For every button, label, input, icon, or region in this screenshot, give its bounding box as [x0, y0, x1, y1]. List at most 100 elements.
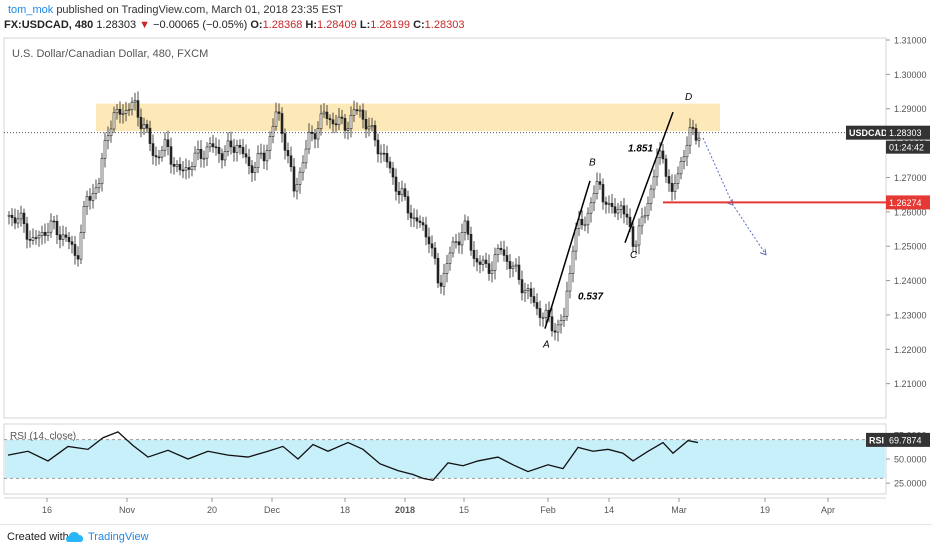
candle-body: [130, 101, 134, 110]
candle-body: [697, 137, 701, 141]
candle-body: [49, 220, 53, 233]
candle-body: [391, 167, 395, 178]
created-with-text: Created with: [7, 531, 69, 543]
candle-body: [19, 212, 23, 220]
candle-body: [166, 139, 170, 147]
candle-body: [646, 203, 650, 216]
candle-body: [628, 216, 632, 227]
candle-body: [679, 161, 683, 175]
candle-body: [235, 144, 239, 153]
price-chart[interactable]: U.S. Dollar/Canadian Dollar, 480, FXCM 1.…: [0, 0, 932, 524]
candle-body: [691, 127, 695, 129]
wave-cd-line: [624, 111, 674, 244]
candle-body: [652, 176, 656, 190]
candle-body: [265, 150, 269, 162]
candle-body: [298, 171, 302, 185]
candle-body: [592, 193, 596, 204]
candle-body: [157, 156, 161, 159]
candle-body: [553, 330, 557, 333]
candle-body: [46, 231, 50, 236]
candle-body: [439, 282, 443, 287]
candle-body: [343, 118, 347, 131]
candle-body: [262, 152, 266, 162]
candle-body: [172, 163, 176, 167]
candle-body: [685, 144, 689, 158]
candle-body: [526, 288, 530, 291]
candle-body: [559, 320, 563, 326]
candle-body: [214, 146, 218, 149]
countdown-tag-bg: [886, 140, 930, 154]
ohlc-legend: FX:USDCAD, 480 1.28303 ▼ −0.00065 (−0.05…: [4, 19, 464, 31]
candle-body: [268, 136, 272, 151]
candle-body: [292, 166, 296, 192]
candle-body: [424, 224, 428, 238]
candle-body: [676, 173, 680, 184]
candle-body: [229, 140, 233, 148]
candle-body: [460, 232, 464, 246]
candle-body: [496, 247, 500, 256]
y-tick-label: 1.30000: [894, 70, 927, 80]
rsi-value-tag: 69.7874: [889, 435, 922, 445]
candle-body: [589, 202, 593, 214]
candle-body: [124, 110, 128, 114]
candle-body: [337, 116, 341, 126]
candle-body: [469, 233, 473, 251]
rsi-name-tag: RSI: [869, 435, 884, 445]
candle-body: [112, 112, 116, 130]
candle-body: [667, 176, 671, 184]
x-tick-label: 16: [42, 505, 52, 515]
candle-body: [514, 264, 518, 267]
candle-body: [412, 217, 416, 220]
candle-body: [193, 152, 197, 167]
candle-body: [382, 152, 386, 155]
candle-body: [403, 188, 407, 197]
candle-body: [184, 167, 188, 171]
candle-body: [136, 100, 140, 118]
candle-body: [574, 228, 578, 252]
candle-body: [328, 118, 332, 121]
candle-body: [622, 205, 626, 215]
candle-body: [649, 188, 653, 204]
candle-body: [625, 213, 629, 218]
candle-body: [643, 215, 647, 218]
y-tick-label: 1.29000: [894, 104, 927, 114]
candle-body: [301, 162, 305, 173]
rsi-band: [5, 439, 885, 479]
candle-body: [169, 146, 173, 165]
y-tick-label: 1.25000: [894, 242, 927, 252]
candle-body: [28, 239, 32, 241]
candle-body: [535, 302, 539, 309]
candle-body: [202, 157, 206, 160]
candle-body: [31, 237, 35, 241]
candle-body: [142, 124, 146, 129]
down-arrow-icon: ▼: [139, 19, 151, 31]
candle-body: [538, 308, 542, 318]
y-tick-label: 1.22000: [894, 345, 927, 355]
candle-body: [688, 127, 692, 146]
candle-body: [64, 234, 68, 238]
candle-body: [91, 193, 95, 201]
candle-body: [79, 232, 83, 260]
last-price: 1.28303: [96, 19, 137, 31]
author-link[interactable]: tom_mok: [8, 4, 54, 16]
candle-body: [277, 111, 281, 114]
candle-body: [181, 169, 185, 172]
tradingview-brand-link[interactable]: TradingView: [88, 531, 149, 543]
close-value: 1.28303: [424, 19, 465, 31]
candle-body: [40, 231, 44, 236]
candle-body: [115, 108, 119, 114]
candle-body: [283, 133, 287, 151]
y-tick-label: 1.21000: [894, 379, 927, 389]
candle-body: [481, 259, 485, 265]
candle-body: [508, 261, 512, 269]
candle-body: [544, 309, 548, 318]
x-tick-label: Apr: [821, 505, 835, 515]
candle-body: [97, 183, 101, 189]
candle-body: [160, 149, 164, 158]
y-tick-label: 1.26000: [894, 207, 927, 217]
candle-body: [121, 113, 125, 115]
candle-body: [58, 234, 62, 240]
candle-body: [400, 188, 404, 196]
candle-body: [616, 209, 620, 214]
candle-body: [271, 126, 275, 137]
